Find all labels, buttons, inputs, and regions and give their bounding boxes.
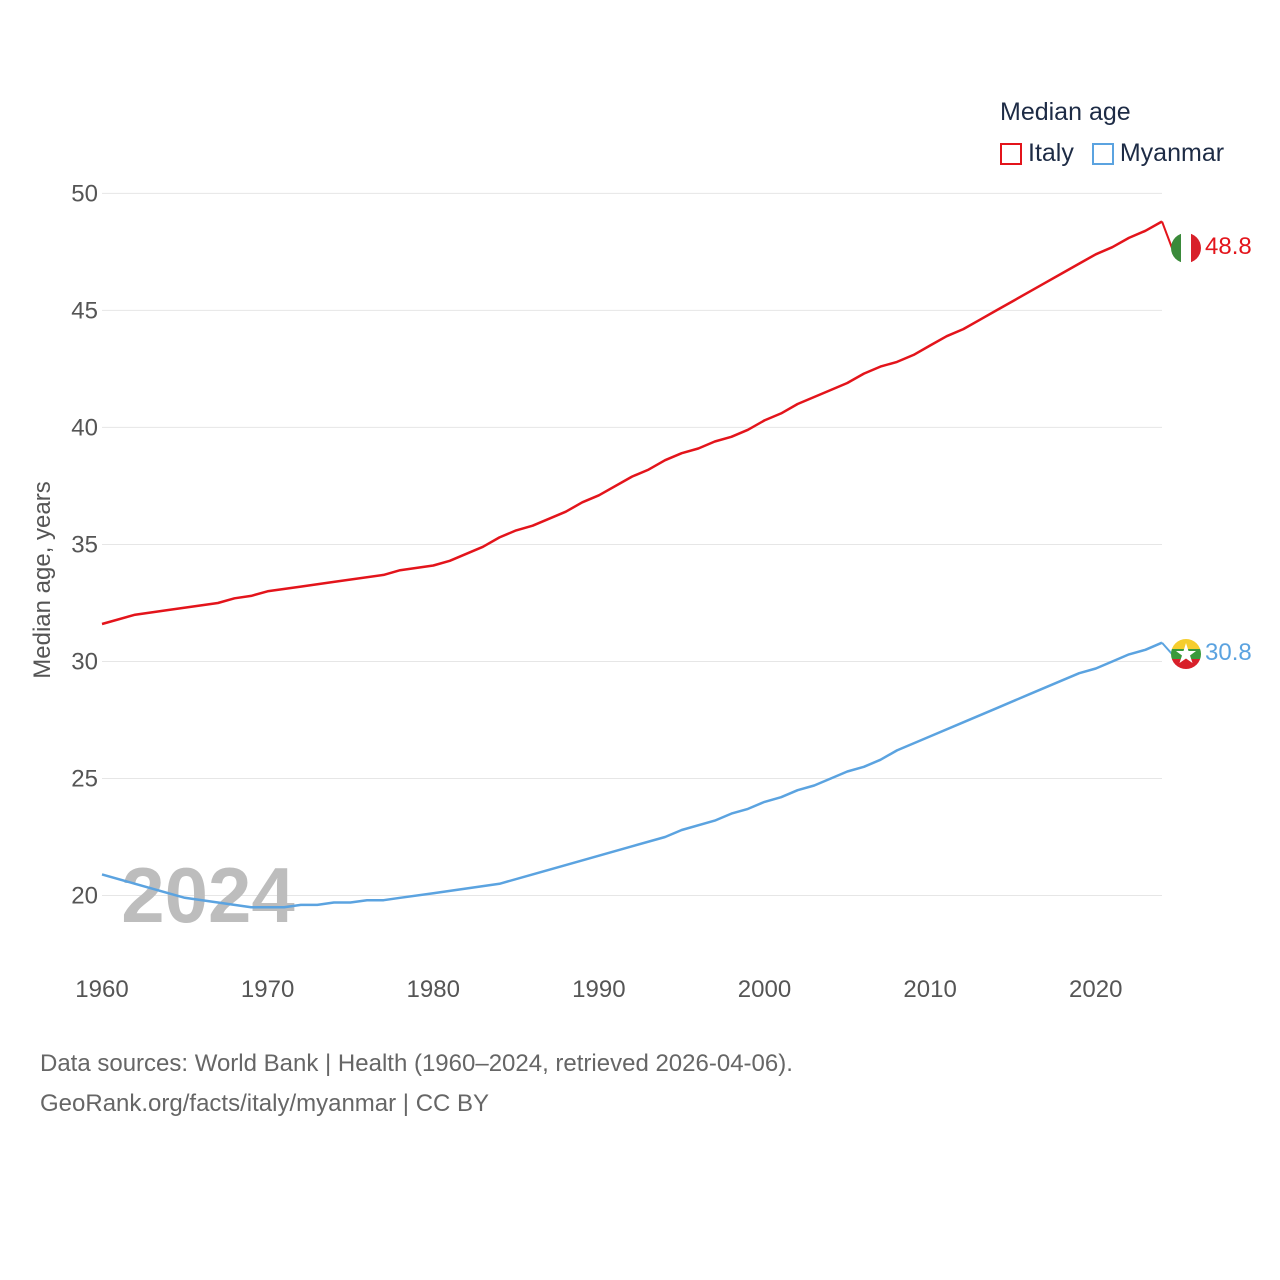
legend-label-italy: Italy	[1028, 139, 1074, 167]
y-tick-label: 50	[71, 180, 98, 207]
y-tick-label: 30	[71, 648, 98, 675]
italy-end-value: 48.8	[1205, 233, 1252, 260]
y-axis-label: Median age, years	[29, 481, 56, 678]
x-axis: 1960 1970 1980 1990 2000 2010 2020	[75, 976, 1122, 1003]
y-tick-label: 20	[71, 882, 98, 909]
grid-lines	[102, 192, 1162, 896]
series-lines	[101, 220, 1173, 909]
legend-item-italy[interactable]: Italy	[1000, 139, 1074, 168]
footer-link[interactable]: GeoRank.org/facts/italy/myanmar | CC BY	[40, 1090, 490, 1117]
series-line-myanmar[interactable]	[101, 641, 1163, 909]
x-tick-label: 1990	[572, 976, 625, 1003]
footer-sources: Data sources: World Bank | Health (1960–…	[40, 1050, 793, 1077]
y-tick-label: 35	[71, 531, 98, 558]
line-chart: 20 25 30 35 40 45 50 1960 1970 1980 1990 2000 2010 2…	[29, 180, 1252, 1003]
series-connector-myanmar	[1161, 642, 1173, 655]
myanmar-flag-icon	[1171, 639, 1201, 669]
y-axis: 20 25 30 35 40 45 50	[71, 180, 98, 909]
x-tick-label: 1970	[241, 976, 294, 1003]
y-tick-label: 40	[71, 414, 98, 441]
series-connector-italy	[1161, 221, 1173, 249]
legend-swatch-italy	[1000, 142, 1022, 165]
legend-label-myanmar: Myanmar	[1119, 139, 1225, 167]
series-line-italy[interactable]	[101, 220, 1163, 626]
x-tick-label: 2010	[903, 976, 956, 1003]
legend-swatch-myanmar	[1091, 142, 1114, 165]
y-tick-label: 45	[71, 297, 98, 324]
x-tick-label: 1960	[75, 976, 128, 1003]
year-watermark: 2024	[121, 851, 295, 939]
legend: Median age Italy Myanmar	[1000, 98, 1224, 168]
legend-title: Median age	[1000, 98, 1131, 126]
x-tick-label: 2000	[738, 976, 791, 1003]
legend-item-myanmar[interactable]: Myanmar	[1091, 139, 1225, 168]
y-tick-label: 25	[71, 765, 98, 792]
x-tick-label: 1980	[407, 976, 460, 1003]
footer: Data sources: World Bank | Health (1960–…	[40, 1044, 793, 1124]
italy-flag-icon	[1171, 233, 1201, 263]
x-tick-label: 2020	[1069, 976, 1122, 1003]
myanmar-end-value: 30.8	[1205, 639, 1252, 666]
